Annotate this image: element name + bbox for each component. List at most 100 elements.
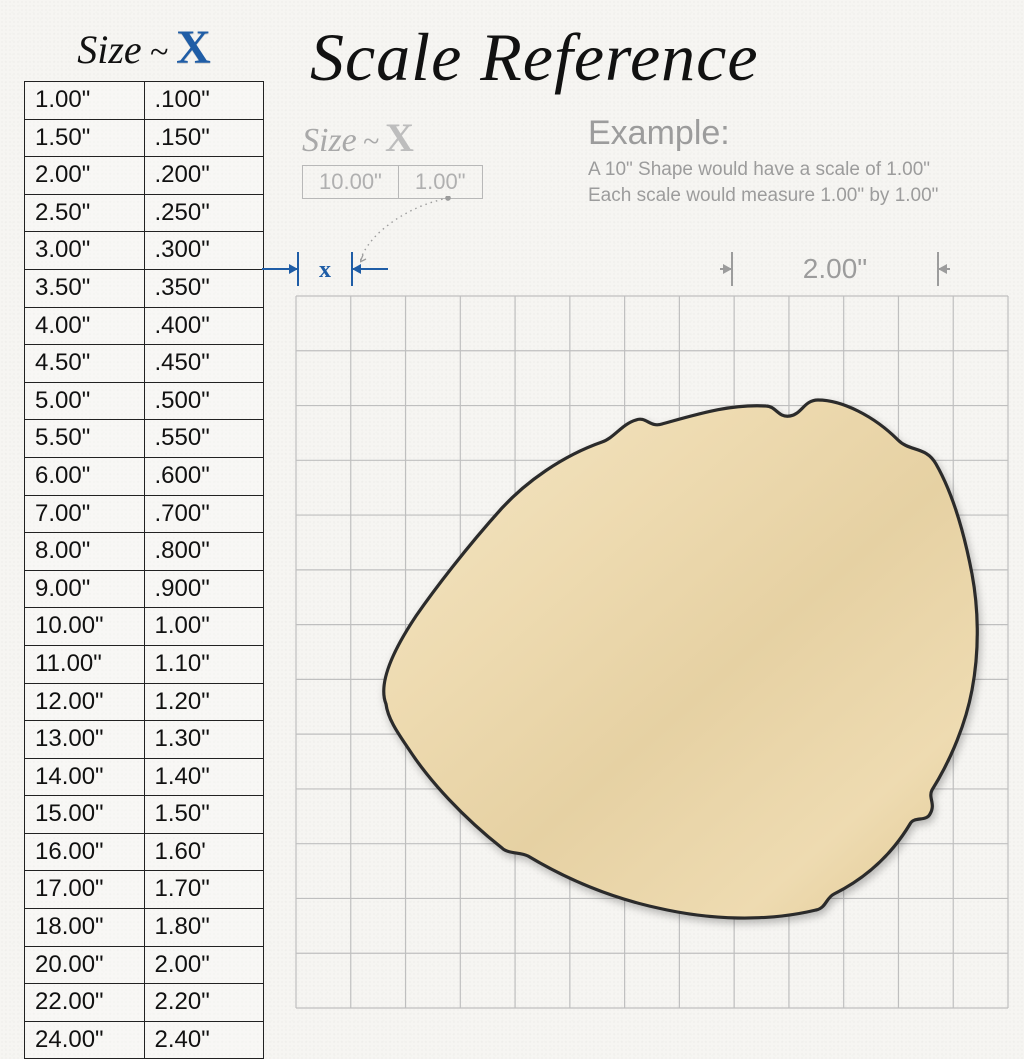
size-cell: 4.50"	[25, 345, 145, 383]
grid-dimension-label: 2.00"	[720, 246, 950, 296]
size-cell: 14.00"	[25, 758, 145, 796]
size-cell: 13.00"	[25, 721, 145, 759]
size-cell: 10.00"	[25, 608, 145, 646]
table-row: 4.00".400"	[25, 307, 264, 345]
size-cell: 6.00"	[25, 457, 145, 495]
sub-x-label: X	[385, 114, 414, 161]
table-row: 13.00"1.30"	[25, 721, 264, 759]
example-line-1: A 10" Shape would have a scale of 1.00"	[588, 157, 1008, 183]
example-block: Example: A 10" Shape would have a scale …	[588, 114, 1008, 208]
sub-header: Size ~ X 10.00" 1.00"	[302, 114, 483, 199]
table-row: 18.00"1.80"	[25, 909, 264, 947]
x-cell: 1.80"	[144, 909, 264, 947]
x-marker-label: x	[319, 257, 331, 283]
x-cell: .200"	[144, 157, 264, 195]
x-cell: .300"	[144, 232, 264, 270]
table-row: 2.50".250"	[25, 194, 264, 232]
size-cell: 5.00"	[25, 382, 145, 420]
table-row: 12.00"1.20"	[25, 683, 264, 721]
size-cell: 2.50"	[25, 194, 145, 232]
size-cell: 1.00"	[25, 82, 145, 120]
x-cell: 1.40"	[144, 758, 264, 796]
size-cell: 2.00"	[25, 157, 145, 195]
mini-example-table: 10.00" 1.00"	[302, 165, 483, 199]
table-row: 4.50".450"	[25, 345, 264, 383]
x-cell: 1.00"	[144, 608, 264, 646]
size-cell: 3.50"	[25, 269, 145, 307]
size-cell: 17.00"	[25, 871, 145, 909]
table-row: 2.00".200"	[25, 157, 264, 195]
example-line-2: Each scale would measure 1.00" by 1.00"	[588, 183, 1008, 209]
sub-size-label: Size	[302, 122, 357, 160]
size-cell: 22.00"	[25, 984, 145, 1022]
size-dash: ~	[150, 34, 168, 72]
example-title: Example:	[588, 114, 1008, 153]
size-cell: 18.00"	[25, 909, 145, 947]
size-cell: 4.00"	[25, 307, 145, 345]
table-row: 22.00"2.20"	[25, 984, 264, 1022]
table-row: 6.00".600"	[25, 457, 264, 495]
x-dimension-marker: x	[292, 246, 402, 296]
table-row: 24.00"2.40"	[25, 1021, 264, 1059]
table-row: 3.00".300"	[25, 232, 264, 270]
table-row: 9.00".900"	[25, 570, 264, 608]
x-cell: .100"	[144, 82, 264, 120]
x-cell: .550"	[144, 420, 264, 458]
page-title: Scale Reference	[310, 18, 1010, 97]
size-cell: 15.00"	[25, 796, 145, 834]
x-cell: 2.40"	[144, 1021, 264, 1059]
table-row: 17.00"1.70"	[25, 871, 264, 909]
size-cell: 5.50"	[25, 420, 145, 458]
table-row: 14.00"1.40"	[25, 758, 264, 796]
size-cell: 16.00"	[25, 833, 145, 871]
table-row: 3.50".350"	[25, 269, 264, 307]
table-row: 1.50".150"	[25, 119, 264, 157]
sub-dash: ~	[363, 125, 379, 159]
x-cell: 1.50"	[144, 796, 264, 834]
x-cell: .500"	[144, 382, 264, 420]
size-cell: 11.00"	[25, 645, 145, 683]
size-cell: 7.00"	[25, 495, 145, 533]
x-cell: 1.60'	[144, 833, 264, 871]
island-shape	[384, 400, 978, 918]
table-row: 1.00".100"	[25, 82, 264, 120]
table-row: 7.00".700"	[25, 495, 264, 533]
size-cell: 8.00"	[25, 533, 145, 571]
x-cell: .150"	[144, 119, 264, 157]
table-row: 20.00"2.00"	[25, 946, 264, 984]
size-table: Size ~ X 1.00".100"1.50".150"2.00".200"2…	[24, 20, 264, 1059]
size-cell: 3.00"	[25, 232, 145, 270]
size-cell: 20.00"	[25, 946, 145, 984]
size-data-table: 1.00".100"1.50".150"2.00".200"2.50".250"…	[24, 81, 264, 1059]
x-cell: 1.30"	[144, 721, 264, 759]
x-cell: .400"	[144, 307, 264, 345]
size-cell: 24.00"	[25, 1021, 145, 1059]
x-cell: 2.00"	[144, 946, 264, 984]
size-x-label: X	[176, 20, 211, 75]
x-cell: .250"	[144, 194, 264, 232]
dimension-value: 2.00"	[803, 253, 867, 284]
x-cell: 1.20"	[144, 683, 264, 721]
x-cell: .700"	[144, 495, 264, 533]
table-row: 11.00"1.10"	[25, 645, 264, 683]
scale-grid	[296, 296, 1008, 1008]
mini-size-cell: 10.00"	[303, 166, 399, 199]
x-cell: 2.20"	[144, 984, 264, 1022]
x-cell: .350"	[144, 269, 264, 307]
size-table-header: Size ~ X	[24, 20, 264, 75]
table-row: 8.00".800"	[25, 533, 264, 571]
x-cell: .800"	[144, 533, 264, 571]
size-cell: 1.50"	[25, 119, 145, 157]
x-cell: 1.10"	[144, 645, 264, 683]
table-row: 10.00"1.00"	[25, 608, 264, 646]
x-cell: .600"	[144, 457, 264, 495]
mini-x-cell: 1.00"	[398, 166, 482, 199]
size-cell: 9.00"	[25, 570, 145, 608]
table-row: 5.50".550"	[25, 420, 264, 458]
table-row: 15.00"1.50"	[25, 796, 264, 834]
x-cell: .450"	[144, 345, 264, 383]
table-row: 5.00".500"	[25, 382, 264, 420]
x-cell: 1.70"	[144, 871, 264, 909]
size-cell: 12.00"	[25, 683, 145, 721]
size-label: Size	[77, 26, 141, 73]
